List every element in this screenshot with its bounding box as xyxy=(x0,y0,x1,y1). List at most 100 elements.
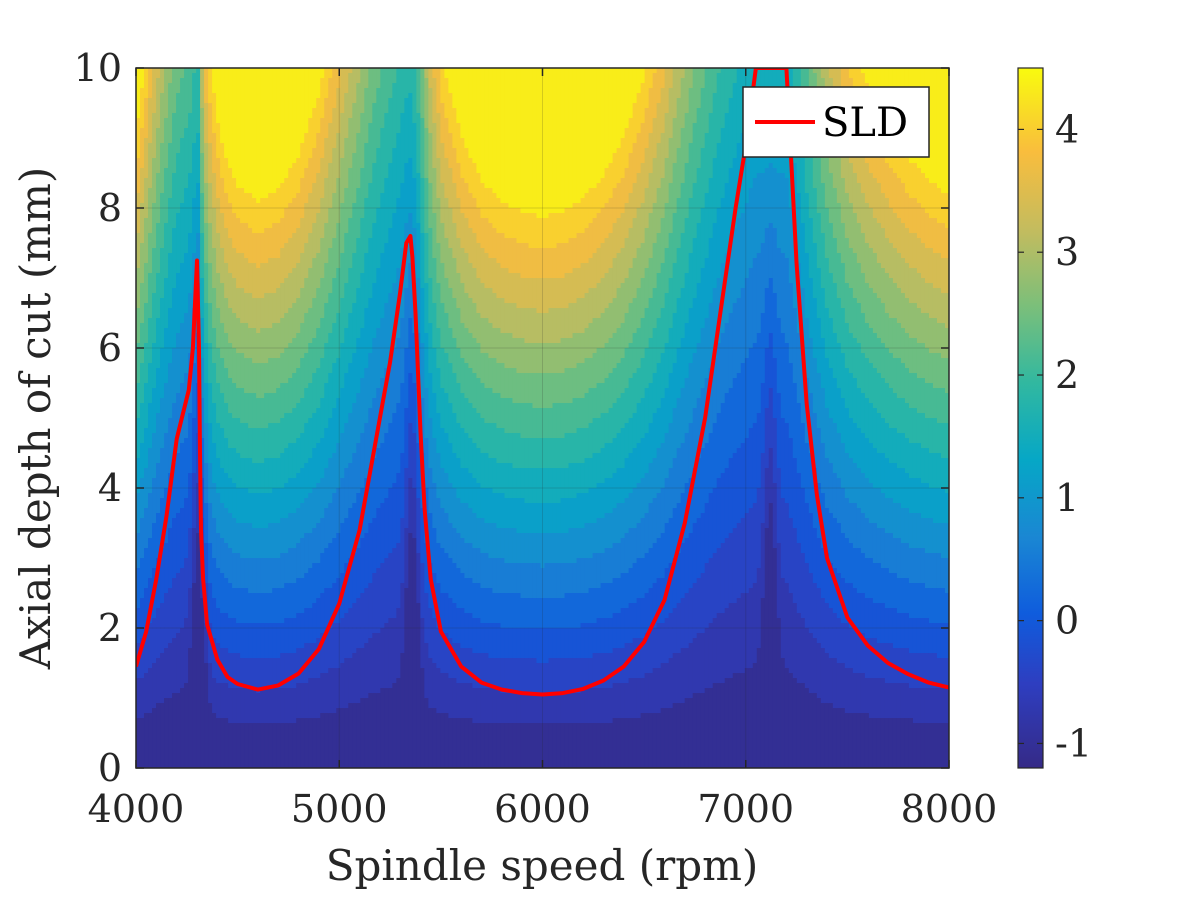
contour-cell xyxy=(936,723,942,768)
contour-cell xyxy=(876,183,882,224)
contour-cell xyxy=(824,508,830,554)
contour-cell xyxy=(940,558,946,589)
contour-cell xyxy=(392,213,397,284)
contour-cell xyxy=(244,623,249,659)
contour-cell xyxy=(276,558,281,589)
contour-cell xyxy=(580,723,586,768)
contour-cell xyxy=(468,438,474,474)
contour-cell xyxy=(244,488,249,524)
contour-cell xyxy=(548,468,554,504)
contour-cell xyxy=(540,628,546,664)
contour-cell xyxy=(528,373,534,404)
contour-cell xyxy=(900,648,906,684)
contour-cell xyxy=(592,453,598,489)
contour-cell xyxy=(864,68,870,84)
contour-cell xyxy=(352,553,357,604)
contour-cell xyxy=(736,673,742,768)
contour-cell xyxy=(180,263,185,324)
contour-cell xyxy=(432,348,437,394)
contour-cell xyxy=(708,238,714,304)
contour-cell xyxy=(752,663,758,768)
contour-cell xyxy=(552,403,558,439)
contour-cell xyxy=(696,343,702,399)
contour-cell xyxy=(232,248,237,279)
contour-cell xyxy=(920,378,926,414)
contour-cell xyxy=(480,353,486,384)
contour-cell xyxy=(572,303,578,334)
contour-cell xyxy=(572,398,578,434)
contour-cell xyxy=(564,693,570,724)
contour-cell xyxy=(336,268,341,314)
contour-cell xyxy=(704,443,710,504)
contour-cell xyxy=(680,78,686,129)
contour-cell xyxy=(696,458,702,519)
contour-cell xyxy=(244,393,249,424)
contour-cell xyxy=(660,133,666,179)
contour-cell xyxy=(544,598,550,629)
contour-cell xyxy=(140,68,145,89)
contour-cell xyxy=(532,533,538,564)
contour-cell xyxy=(264,593,269,624)
contour-cell xyxy=(304,388,309,424)
contour-cell xyxy=(184,558,189,619)
contour-cell xyxy=(548,723,554,768)
contour-cell xyxy=(940,723,946,768)
contour-cell xyxy=(344,468,349,519)
contour-cell xyxy=(564,593,570,629)
contour-cell xyxy=(936,353,942,389)
contour-cell xyxy=(612,258,618,299)
contour-cell xyxy=(928,218,934,249)
contour-cell xyxy=(504,693,510,724)
contour-cell xyxy=(912,583,918,619)
contour-cell xyxy=(472,233,478,269)
contour-cell xyxy=(768,388,774,449)
contour-cell xyxy=(472,583,478,619)
contour-cell xyxy=(464,433,469,469)
contour-cell xyxy=(844,238,850,284)
contour-cell xyxy=(388,423,393,489)
contour-cell xyxy=(708,113,714,179)
contour-cell xyxy=(460,468,465,504)
contour-cell xyxy=(572,68,578,204)
contour-cell xyxy=(584,393,590,429)
contour-cell xyxy=(548,278,554,309)
contour-cell xyxy=(768,68,774,94)
contour-cell xyxy=(280,453,285,489)
contour-cell xyxy=(384,303,389,369)
contour-cell xyxy=(792,238,798,309)
contour-cell xyxy=(864,438,870,479)
contour-cell xyxy=(556,563,562,599)
contour-cell xyxy=(232,278,237,314)
contour-cell xyxy=(584,493,590,524)
contour-cell xyxy=(580,558,586,594)
contour-cell xyxy=(280,488,285,519)
contour-cell xyxy=(524,533,530,564)
contour-cell xyxy=(324,673,329,714)
contour-cell xyxy=(600,553,606,584)
contour-cell xyxy=(672,313,678,364)
contour-cell xyxy=(208,223,213,264)
contour-cell xyxy=(204,103,209,144)
contour-cell xyxy=(576,333,582,364)
contour-cell xyxy=(384,433,389,499)
contour-cell xyxy=(920,343,926,379)
contour-cell xyxy=(760,523,766,599)
contour-cell xyxy=(776,68,782,94)
contour-cell xyxy=(576,233,582,269)
contour-cell xyxy=(456,608,461,644)
contour-cell xyxy=(568,463,574,499)
contour-cell xyxy=(256,428,261,464)
contour-cell xyxy=(296,718,301,768)
contour-cell xyxy=(348,508,353,559)
contour-cell xyxy=(312,678,317,719)
contour-cell xyxy=(912,303,918,339)
contour-cell xyxy=(472,723,478,768)
contour-cell xyxy=(568,498,574,529)
contour-cell xyxy=(464,148,469,184)
y-tick-label: 4 xyxy=(98,466,122,510)
contour-cell xyxy=(272,488,277,524)
contour-cell xyxy=(945,228,949,259)
contour-cell xyxy=(316,368,321,409)
contour-cell xyxy=(632,678,638,719)
